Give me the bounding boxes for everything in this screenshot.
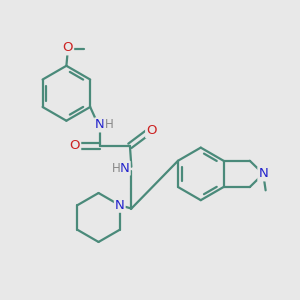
Text: O: O [63, 41, 73, 54]
Text: N: N [258, 167, 268, 180]
Text: N: N [120, 162, 130, 175]
Text: O: O [146, 124, 157, 137]
Text: N: N [95, 118, 105, 131]
Text: N: N [115, 199, 124, 212]
Text: H: H [105, 118, 113, 131]
Text: H: H [112, 162, 120, 175]
Text: O: O [70, 139, 80, 152]
